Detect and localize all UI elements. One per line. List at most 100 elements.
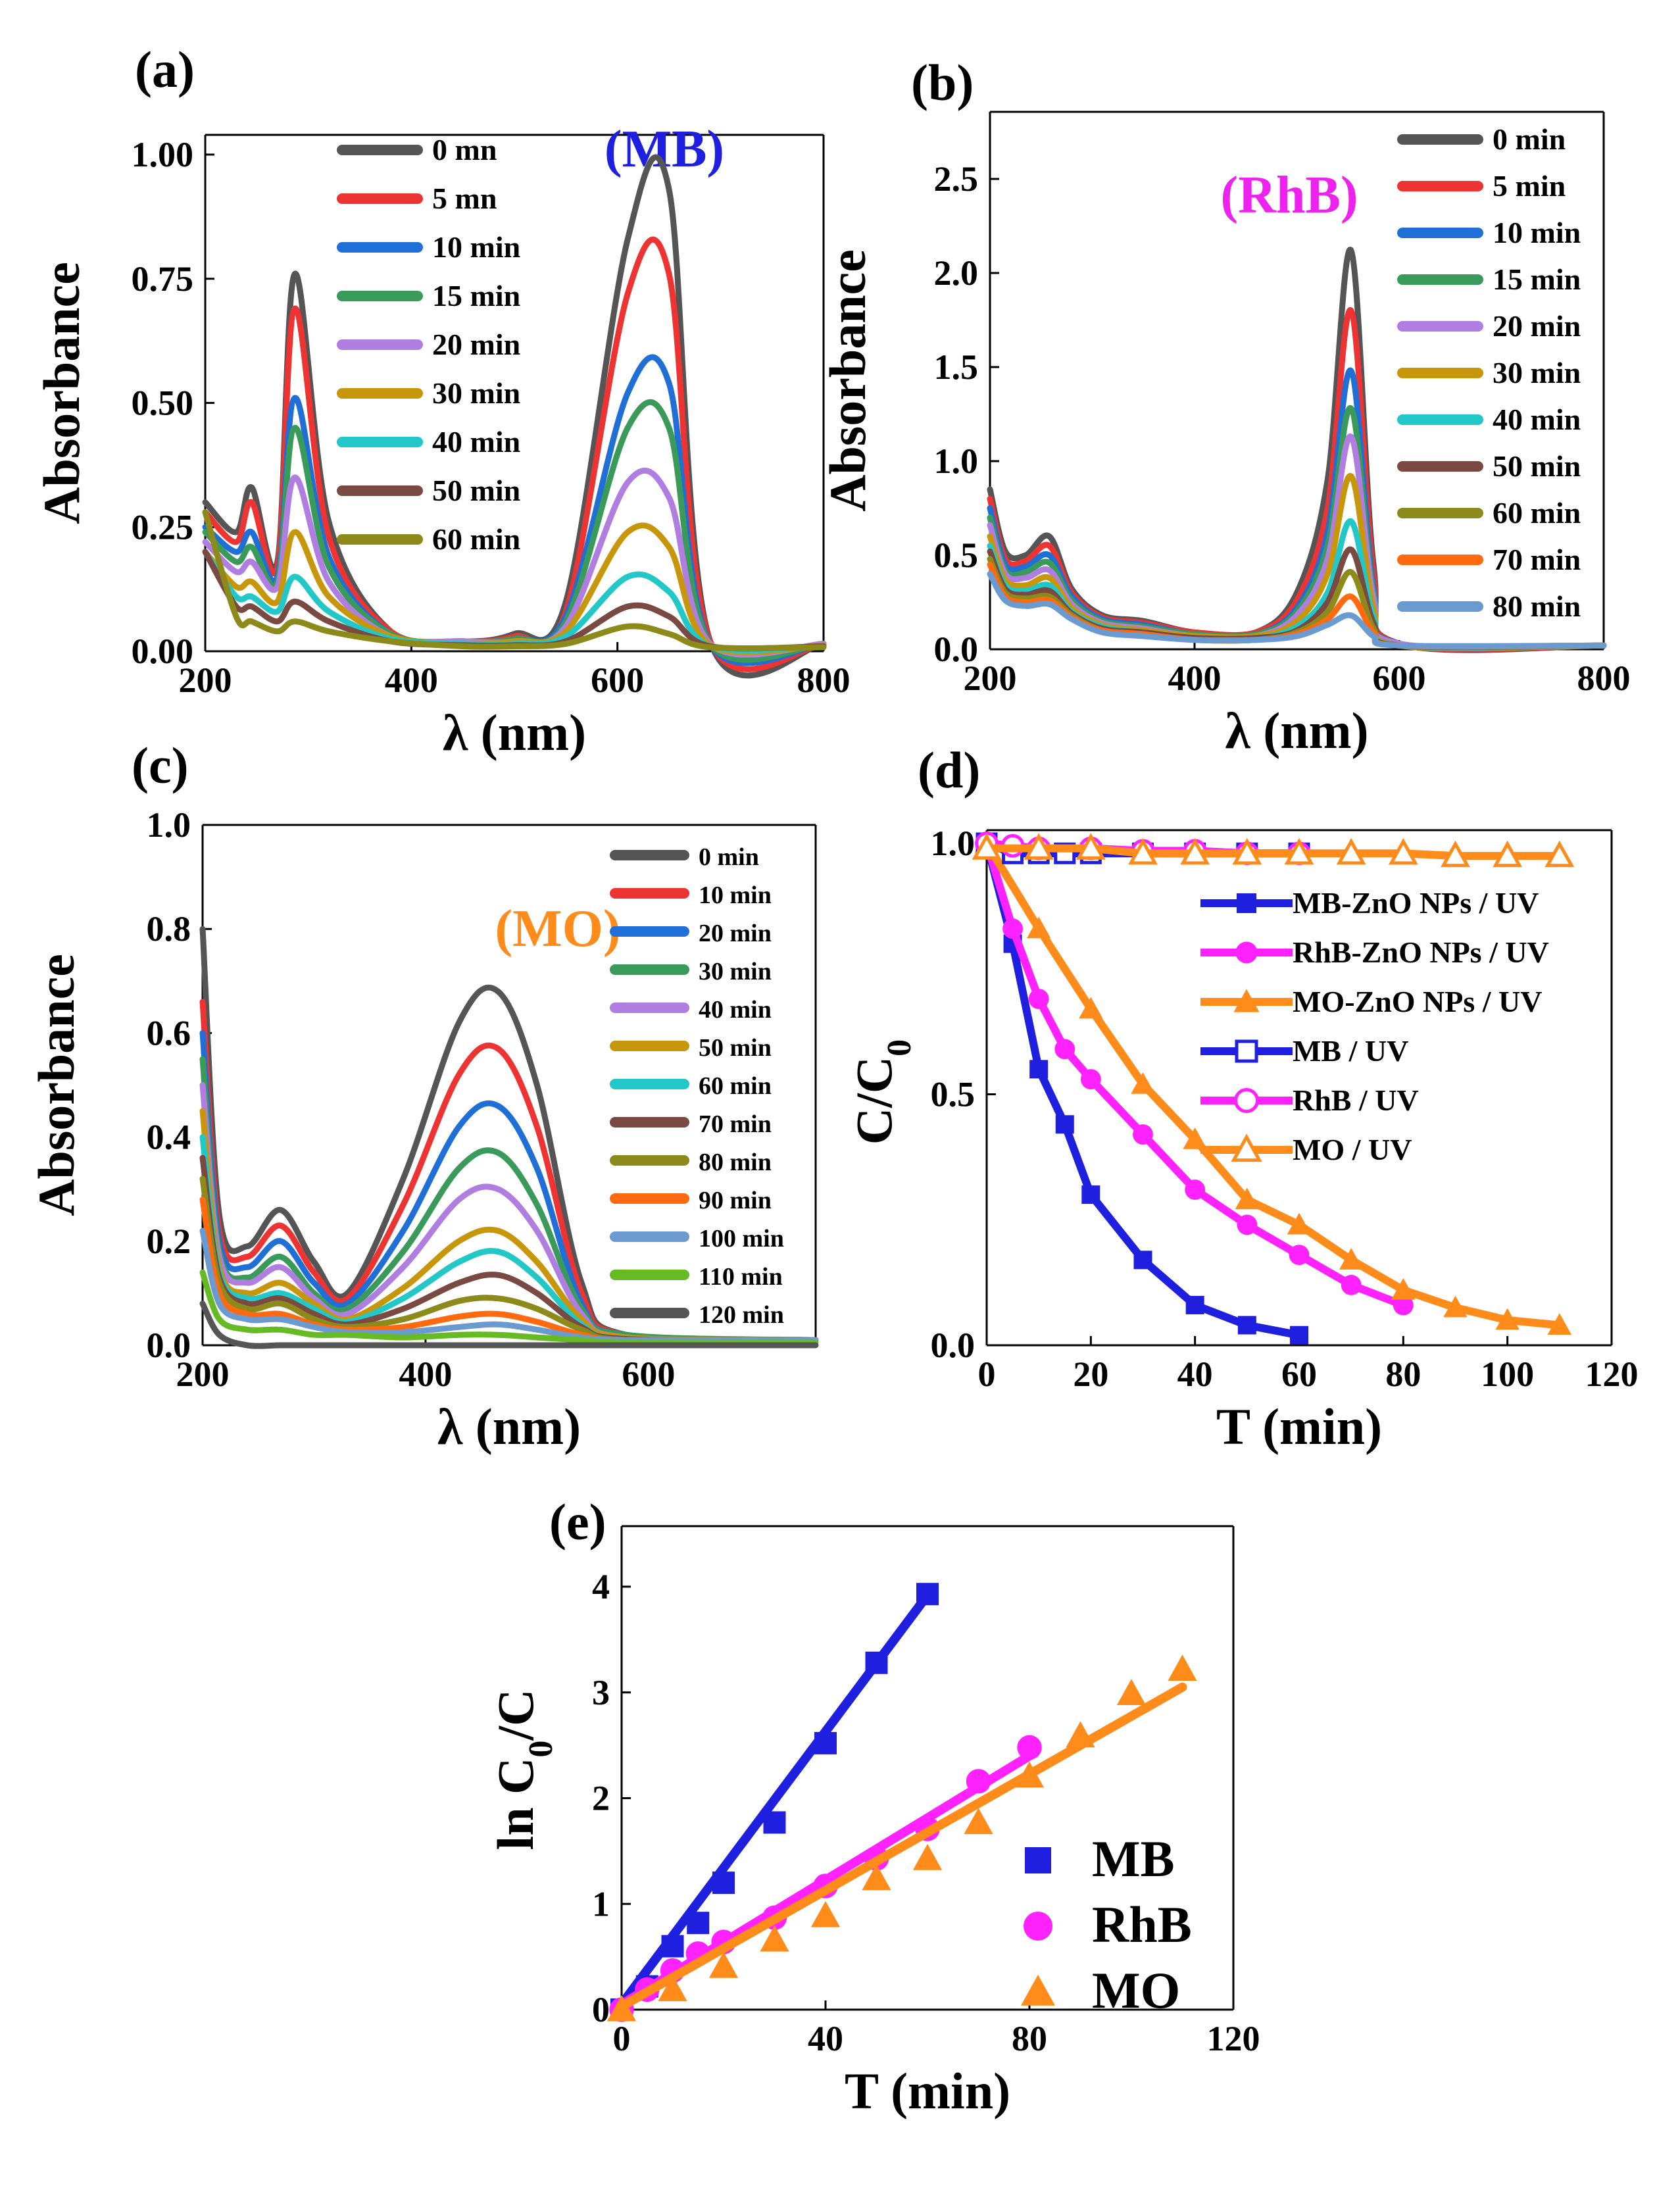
y-axis-label: C/C0 <box>845 1039 918 1145</box>
data-point-triangle <box>1231 1133 1262 1162</box>
legend-label: MB / UV <box>1293 1034 1408 1068</box>
y-tick-label: 2.5 <box>934 159 979 199</box>
legend-label: 20 min <box>1493 309 1581 343</box>
legend-label: 15 min <box>1493 262 1581 296</box>
legend-label: MO / UV <box>1293 1133 1412 1166</box>
panel-label: (b) <box>911 54 974 111</box>
data-point-triangle <box>1168 1654 1197 1681</box>
data-point-square <box>661 1935 684 1958</box>
data-point-square <box>814 1731 837 1754</box>
legend-label: 15 min <box>432 279 520 312</box>
legend-label: RhB-ZnO NPs / UV <box>1293 935 1549 969</box>
panel-label: (a) <box>135 41 195 98</box>
legend-label: MB-ZnO NPs / UV <box>1293 886 1539 920</box>
x-tick-label: 120 <box>1207 2019 1260 2058</box>
y-axis-label-part: C/C <box>845 1056 902 1145</box>
data-point-triangle <box>1441 840 1470 868</box>
data-point-triangle <box>658 1975 687 2002</box>
x-tick-label: 20 <box>1073 1354 1108 1394</box>
legend-label: 50 min <box>699 1034 772 1062</box>
legend-label: 30 min <box>699 958 772 985</box>
data-point-triangle <box>1284 837 1314 865</box>
y-axis-label: ln C0/C <box>487 1689 560 1850</box>
y-tick-label: 0.4 <box>147 1118 191 1157</box>
legend-label: 40 min <box>699 996 772 1024</box>
legend-label: 100 min <box>699 1225 784 1252</box>
x-tick-label: 800 <box>1577 658 1631 698</box>
y-axis-label-part: /C <box>487 1689 544 1741</box>
legend-label: MO <box>1092 1962 1180 2019</box>
data-point-triangle <box>1232 837 1262 865</box>
y-tick-label: 0.5 <box>931 1075 976 1114</box>
x-tick-label: 400 <box>385 660 438 700</box>
data-point-square <box>1290 1326 1308 1345</box>
legend-label: 80 min <box>1493 589 1581 623</box>
x-tick-label: 200 <box>179 660 232 700</box>
y-axis-label-part: Absorbance <box>33 262 90 524</box>
legend-label: 20 min <box>699 920 772 947</box>
x-tick-label: 80 <box>1012 2019 1047 2058</box>
dye-title: (MO) <box>495 900 620 958</box>
x-axis-label: λ (nm) <box>1225 702 1368 759</box>
y-tick-label: 1.0 <box>934 441 979 481</box>
x-tick-label: 600 <box>591 660 644 700</box>
data-point-circle <box>1289 1245 1310 1266</box>
data-point-triangle <box>1443 1295 1468 1318</box>
legend-label: 50 min <box>432 474 520 507</box>
data-point-triangle <box>1026 916 1051 939</box>
legend-label: 30 min <box>1493 356 1581 389</box>
y-tick-label: 0.6 <box>147 1013 191 1053</box>
x-tick-label: 800 <box>797 660 851 700</box>
x-tick-label: 400 <box>1168 658 1222 698</box>
y-tick-label: 0.25 <box>132 507 194 547</box>
legend-label: 90 min <box>699 1187 772 1214</box>
y-axis-label-subscript: 0 <box>522 1741 560 1758</box>
y-tick-label: 1.0 <box>147 805 191 845</box>
y-tick-label: 0 <box>592 1990 610 2029</box>
legend-label: RhB <box>1092 1896 1192 1953</box>
data-point-triangle <box>1235 1187 1260 1210</box>
data-point-square <box>712 1872 735 1895</box>
data-point-circle <box>1017 1735 1042 1760</box>
x-tick-label: 60 <box>1281 1354 1317 1394</box>
y-axis-label-part: Absorbance <box>819 249 876 512</box>
data-point-square <box>1055 1115 1074 1134</box>
legend-label: 5 mn <box>432 182 497 215</box>
series-line <box>199 1269 819 1346</box>
data-point-triangle <box>1339 1248 1364 1270</box>
data-point-square <box>1185 1295 1204 1314</box>
x-tick-label: 0 <box>978 1354 996 1394</box>
data-point-circle <box>1080 1069 1101 1090</box>
y-axis-label-subscript: 0 <box>881 1039 918 1056</box>
legend-label: MB <box>1092 1830 1175 1887</box>
panel-c: 200 400 600 0.0 0.2 0.4 0.6 0.8 1.0 λ (nm) (c) Abso… <box>28 737 819 1455</box>
y-tick-label: 0.50 <box>132 384 194 423</box>
data-point-triangle <box>1336 837 1366 865</box>
data-point-triangle <box>1287 1212 1312 1235</box>
data-point-triangle <box>1131 1072 1155 1094</box>
legend-label: 60 min <box>1493 496 1581 530</box>
legend-label: 110 min <box>699 1263 783 1291</box>
legend-label: 10 min <box>432 230 520 264</box>
data-point-square <box>865 1651 888 1674</box>
y-tick-label: 0.0 <box>147 1326 191 1365</box>
data-point-triangle <box>1075 833 1106 860</box>
data-point-circle <box>1002 918 1023 939</box>
y-axis-label: Absorbance <box>33 262 90 524</box>
data-point-triangle <box>1180 837 1210 865</box>
data-point-triangle <box>1547 1313 1572 1335</box>
y-axis-label-part: Absorbance <box>28 954 85 1216</box>
x-tick-label: 100 <box>1481 1354 1534 1394</box>
y-axis-label-part: ln C <box>487 1758 544 1850</box>
data-point-triangle <box>1128 837 1158 865</box>
data-point-circle <box>1341 1275 1362 1295</box>
panel-b: 200 400 600 800 0.0 0.5 1.0 1.5 2.0 2.5 λ (nm) (b) A… <box>819 54 1631 759</box>
y-tick-label: 1.5 <box>934 347 979 387</box>
legend-label: 0 mn <box>432 133 497 166</box>
data-point-triangle <box>1233 989 1260 1012</box>
data-point-circle <box>1054 1039 1075 1060</box>
data-point-square <box>1237 893 1256 913</box>
data-point-triangle <box>708 1951 739 1978</box>
data-point-circle <box>1234 1088 1259 1113</box>
